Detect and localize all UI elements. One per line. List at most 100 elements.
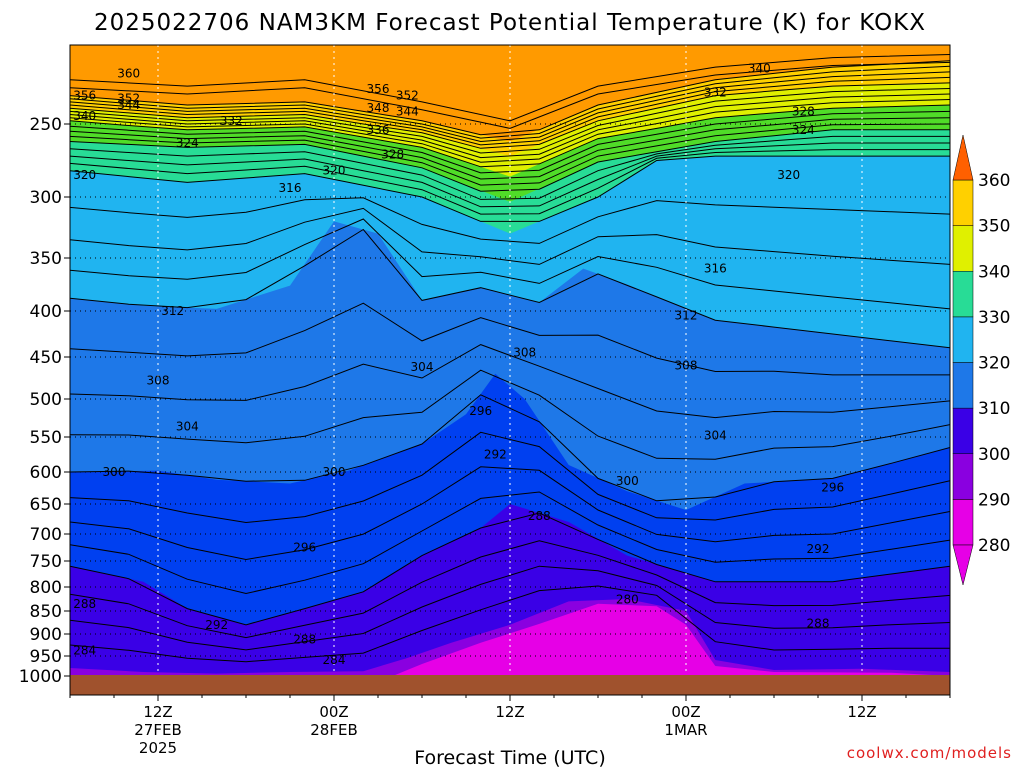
theta-contour xyxy=(70,197,950,244)
contour-label: 288 xyxy=(293,633,316,647)
x-tick-label: 2025 xyxy=(139,739,177,757)
contour-label: 312 xyxy=(161,304,184,318)
contour-label: 304 xyxy=(176,419,199,433)
theta-contour xyxy=(70,61,950,129)
theta-contour xyxy=(70,302,950,376)
contour-label: 348 xyxy=(367,101,390,115)
colorbar-segment xyxy=(952,362,974,409)
contour-label: 336 xyxy=(367,123,390,137)
colorbar-segment xyxy=(952,271,974,318)
contour-label: 292 xyxy=(807,542,830,556)
contour-label: 308 xyxy=(675,358,698,372)
y-tick-label: 800 xyxy=(30,578,62,598)
theta-contour xyxy=(70,218,950,310)
contour-label: 344 xyxy=(396,104,419,118)
theta-contour xyxy=(70,585,950,663)
x-tick-label: 28FEB xyxy=(310,721,357,739)
contour-label: 288 xyxy=(807,616,830,630)
contour-label: 356 xyxy=(73,89,96,103)
y-tick-label: 400 xyxy=(30,302,62,322)
colorbar-segment xyxy=(952,225,974,272)
y-tick-label: 350 xyxy=(30,249,62,269)
colorbar-segment xyxy=(952,499,974,546)
theta-contour xyxy=(70,71,950,143)
theta-contour xyxy=(70,142,950,208)
theta-contour xyxy=(70,54,950,122)
x-tick-label: 12Z xyxy=(847,703,876,721)
contour-label: 300 xyxy=(616,474,639,488)
theta-contour xyxy=(70,344,950,419)
contour-label: 300 xyxy=(323,465,346,479)
contour-label: 292 xyxy=(205,618,228,632)
colorbar-label: 300 xyxy=(978,445,1010,465)
colorbar-label: 320 xyxy=(978,354,1010,374)
ground-below-surface xyxy=(70,675,950,695)
y-tick-label: 450 xyxy=(30,348,62,368)
y-tick-label: 750 xyxy=(30,552,62,572)
contour-label: 328 xyxy=(381,148,404,162)
colorbar-label: 280 xyxy=(978,536,1010,556)
theta-contour xyxy=(70,207,950,265)
x-tick-label: 27FEB xyxy=(134,721,181,739)
contour-label: 300 xyxy=(103,465,126,479)
contour-label: 304 xyxy=(411,360,434,374)
theta-contour xyxy=(70,93,950,159)
theta-bands xyxy=(70,60,950,695)
y-tick-label: 550 xyxy=(30,428,62,448)
theta-contour xyxy=(70,88,950,154)
theta-contour xyxy=(70,431,950,524)
colorbar-top-arrow xyxy=(952,134,974,181)
colorbar-label: 340 xyxy=(978,262,1010,282)
contour-label: 316 xyxy=(704,262,727,276)
contour-label: 328 xyxy=(792,104,815,118)
y-axis: 250 300 350 400 450 500 550 600 650 700 750 800 850 9… xyxy=(19,115,70,687)
y-tick-label: 900 xyxy=(30,625,62,645)
contour-label: 292 xyxy=(484,448,507,462)
x-axis-label: Forecast Time (UTC) xyxy=(414,747,605,768)
colorbar: 280 290 300 310 320 330 340 350 360 xyxy=(952,134,1010,586)
colorbar-label: 350 xyxy=(978,217,1010,237)
credit-text: coolwx.com/models xyxy=(847,744,1012,762)
contour-label: 344 xyxy=(117,98,140,112)
colorbar-segment xyxy=(952,316,974,363)
y-tick-label: 700 xyxy=(30,525,62,545)
contour-label: 296 xyxy=(821,480,844,494)
y-tick-label: 500 xyxy=(30,390,62,410)
contour-label: 284 xyxy=(323,653,346,667)
colorbar-label: 360 xyxy=(978,171,1010,191)
contour-label: 332 xyxy=(220,114,243,128)
theta-contour xyxy=(70,228,950,349)
x-tick-label: 00Z xyxy=(319,703,348,721)
contour-label: 296 xyxy=(293,541,316,555)
x-tick-label: 12Z xyxy=(143,703,172,721)
contour-label: 332 xyxy=(704,85,727,99)
theta-band xyxy=(70,504,950,695)
contour-label: 324 xyxy=(792,123,815,137)
theta-contour xyxy=(70,466,950,561)
contour-label: 296 xyxy=(469,404,492,418)
contour-label: 320 xyxy=(323,164,346,178)
y-tick-label: 850 xyxy=(30,602,62,622)
contour-label: 308 xyxy=(513,345,536,359)
y-tick-label: 950 xyxy=(30,647,62,667)
contour-label: 340 xyxy=(748,62,771,76)
y-tick-label: 1000 xyxy=(19,667,62,687)
theta-band xyxy=(392,603,950,695)
contour-label: 312 xyxy=(675,309,698,323)
contour-label: 304 xyxy=(704,428,727,442)
contour-label: 352 xyxy=(396,89,419,103)
x-tick-label: 12Z xyxy=(495,703,524,721)
colorbar-segment xyxy=(952,407,974,454)
contour-label: 340 xyxy=(73,109,96,123)
theta-contour xyxy=(70,155,950,222)
theta-contour xyxy=(70,82,950,149)
theta-contour xyxy=(70,565,950,651)
colorbar-segment xyxy=(952,179,974,226)
x-tick-label: 00Z xyxy=(671,703,700,721)
contour-label: 308 xyxy=(147,374,170,388)
contour-label: 360 xyxy=(117,66,140,80)
theta-contours xyxy=(70,54,950,663)
theta-contour xyxy=(70,60,950,136)
